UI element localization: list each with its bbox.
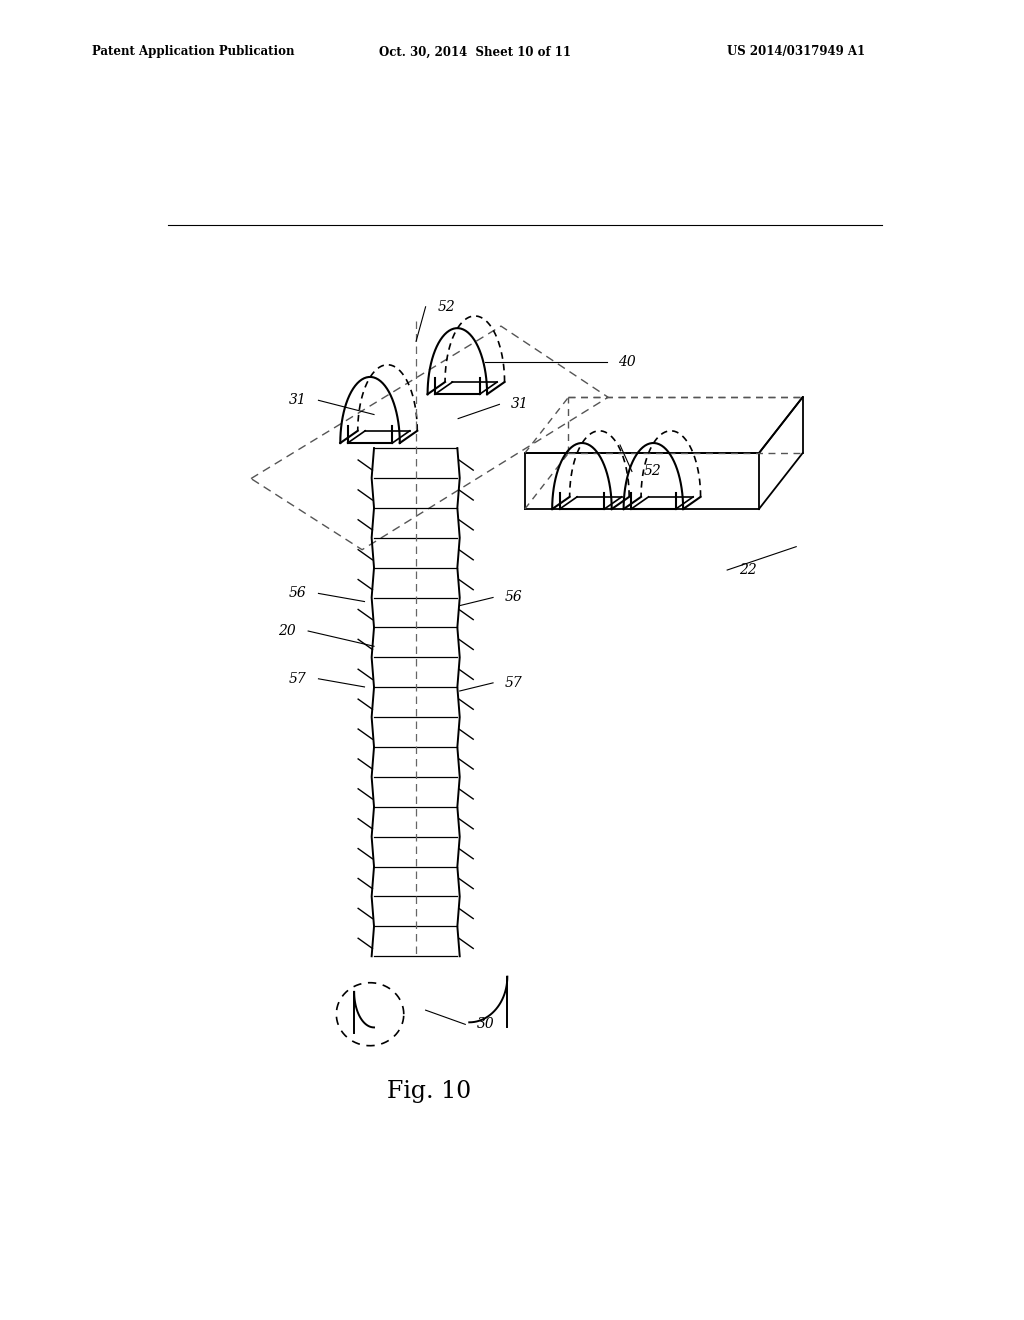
Text: US 2014/0317949 A1: US 2014/0317949 A1 <box>727 45 865 58</box>
Text: 52: 52 <box>437 300 456 314</box>
Text: 57: 57 <box>289 672 306 686</box>
Text: 56: 56 <box>289 586 306 601</box>
Text: 56: 56 <box>505 590 522 605</box>
Text: 31: 31 <box>511 397 529 412</box>
Text: 30: 30 <box>477 1018 495 1031</box>
Text: Oct. 30, 2014  Sheet 10 of 11: Oct. 30, 2014 Sheet 10 of 11 <box>379 45 571 58</box>
Text: 20: 20 <box>279 624 296 638</box>
Text: Fig. 10: Fig. 10 <box>387 1080 472 1104</box>
Text: 31: 31 <box>289 393 306 408</box>
Text: 40: 40 <box>618 355 636 368</box>
Text: 22: 22 <box>739 564 757 577</box>
Text: 57: 57 <box>505 676 522 690</box>
Text: Patent Application Publication: Patent Application Publication <box>92 45 295 58</box>
Text: 52: 52 <box>644 465 662 478</box>
